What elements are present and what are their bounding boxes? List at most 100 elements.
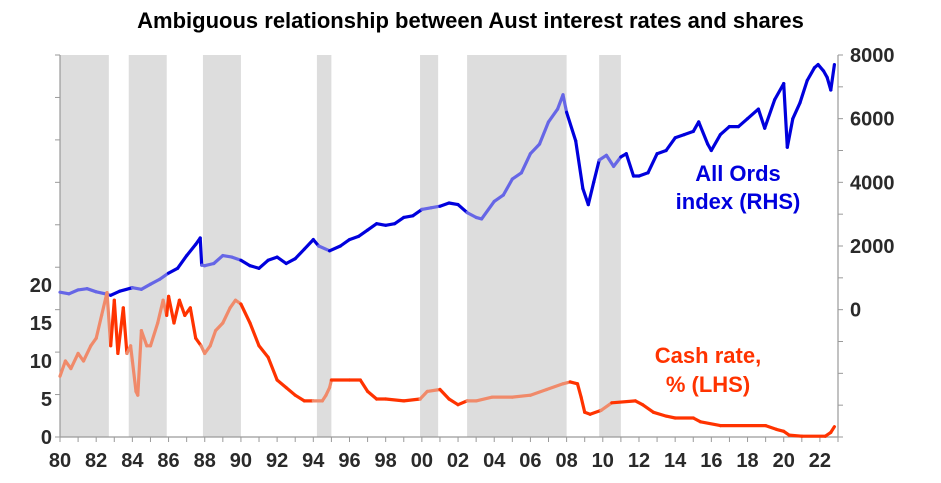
- series-segment: [293, 247, 306, 261]
- series-segment: [510, 171, 524, 181]
- series-segment: [302, 238, 315, 251]
- shaded-period-6: [467, 55, 567, 437]
- left-tick-label: 0: [41, 427, 52, 449]
- series-segment: [411, 207, 424, 218]
- x-tick-label: 02: [447, 450, 469, 472]
- series-segment: [221, 306, 232, 325]
- series-segment: [575, 382, 583, 399]
- series-segment: [537, 120, 551, 146]
- series-segment: [198, 236, 204, 267]
- series-segment: [317, 244, 332, 253]
- shaded-period-5: [420, 55, 439, 437]
- series-segment: [81, 344, 93, 363]
- series-segment: [510, 393, 533, 399]
- series-segment: [418, 389, 429, 401]
- shaded-period-7: [599, 55, 621, 437]
- right-tick-label: 0: [850, 300, 861, 322]
- x-tick-label: 96: [338, 450, 360, 472]
- annotations: All Ords index (RHS) Cash rate, % (LHS): [655, 161, 801, 397]
- series-segment: [682, 129, 695, 137]
- series-segment: [239, 302, 252, 325]
- shaded-period-4: [316, 55, 332, 437]
- x-tick-label: 82: [85, 450, 107, 472]
- series-segment: [698, 420, 723, 428]
- series-segment: [148, 277, 162, 286]
- series-segment: [366, 222, 379, 232]
- series-segment: [293, 393, 306, 403]
- series-segment: [208, 329, 218, 348]
- left-tick-label: 5: [41, 389, 52, 411]
- series-segment: [109, 289, 122, 297]
- x-tick-label: 22: [809, 450, 831, 472]
- shaded-period-1: [60, 55, 109, 437]
- x-tick-label: 16: [700, 450, 722, 472]
- series-segment: [139, 282, 153, 291]
- series-segment: [356, 228, 370, 238]
- series-lines: [58, 62, 837, 438]
- series-segment: [805, 66, 817, 83]
- series-segment: [528, 387, 549, 397]
- series-segment: [185, 242, 198, 258]
- all-ords-label-line2: index (RHS): [676, 189, 801, 214]
- series-segment: [599, 401, 614, 412]
- series-segment: [545, 382, 565, 392]
- series-segment: [176, 254, 189, 270]
- series-segment: [791, 101, 802, 121]
- series-segment: [447, 397, 460, 407]
- series-segment: [384, 397, 406, 403]
- chart-title: Ambiguous relationship between Aust inte…: [137, 8, 804, 33]
- series-segment: [709, 133, 723, 153]
- series-segment: [564, 110, 578, 143]
- series-segment: [284, 257, 297, 266]
- series-segment: [275, 255, 288, 266]
- x-tick-label: 06: [519, 450, 541, 472]
- x-tick-label: 04: [483, 450, 506, 472]
- series-segment: [177, 298, 187, 317]
- series-segment: [610, 399, 638, 405]
- series-segment: [94, 313, 104, 340]
- x-tick-label: 84: [121, 450, 144, 472]
- series-segment: [611, 155, 623, 168]
- x-tick-label: 88: [194, 450, 216, 472]
- x-tick-label: 20: [773, 450, 795, 472]
- x-tick-label: 00: [411, 450, 433, 472]
- x-tick-label: 14: [664, 450, 687, 472]
- series-segment: [239, 258, 252, 268]
- series-segment: [212, 254, 225, 266]
- series-all-ords: [58, 62, 837, 297]
- x-tick-label: 92: [266, 450, 288, 472]
- series-segment: [588, 408, 603, 416]
- series-segment: [782, 81, 789, 149]
- series-segment: [501, 177, 514, 197]
- series-segment: [574, 139, 585, 191]
- series-segment: [275, 378, 288, 390]
- series-segment: [798, 78, 809, 105]
- series-segment: [425, 387, 442, 393]
- series-segment: [785, 117, 795, 149]
- series-segment: [579, 395, 587, 414]
- series-cash-rate: [58, 291, 837, 438]
- series-segment: [646, 152, 659, 175]
- series-segment: [148, 321, 160, 348]
- series-segment: [519, 152, 533, 175]
- x-tick-label: 18: [736, 450, 758, 472]
- series-segment: [697, 120, 710, 146]
- series-segment: [604, 153, 616, 168]
- series-segment: [284, 386, 297, 397]
- x-tick-label: 12: [628, 450, 650, 472]
- series-segment: [787, 433, 804, 438]
- series-segment: [358, 378, 370, 393]
- series-segment: [474, 395, 494, 403]
- series-segment: [112, 298, 120, 355]
- series-segment: [393, 215, 406, 226]
- series-segment: [214, 321, 225, 333]
- series-segment: [651, 410, 668, 418]
- series-segment: [718, 124, 732, 137]
- series-segment: [129, 344, 134, 363]
- series-segment: [763, 424, 779, 431]
- x-tick-label: 08: [555, 450, 577, 472]
- left-tick-label: 20: [30, 275, 52, 297]
- series-segment: [248, 321, 261, 348]
- series-segment: [167, 266, 180, 275]
- left-tick-label: 15: [30, 313, 52, 335]
